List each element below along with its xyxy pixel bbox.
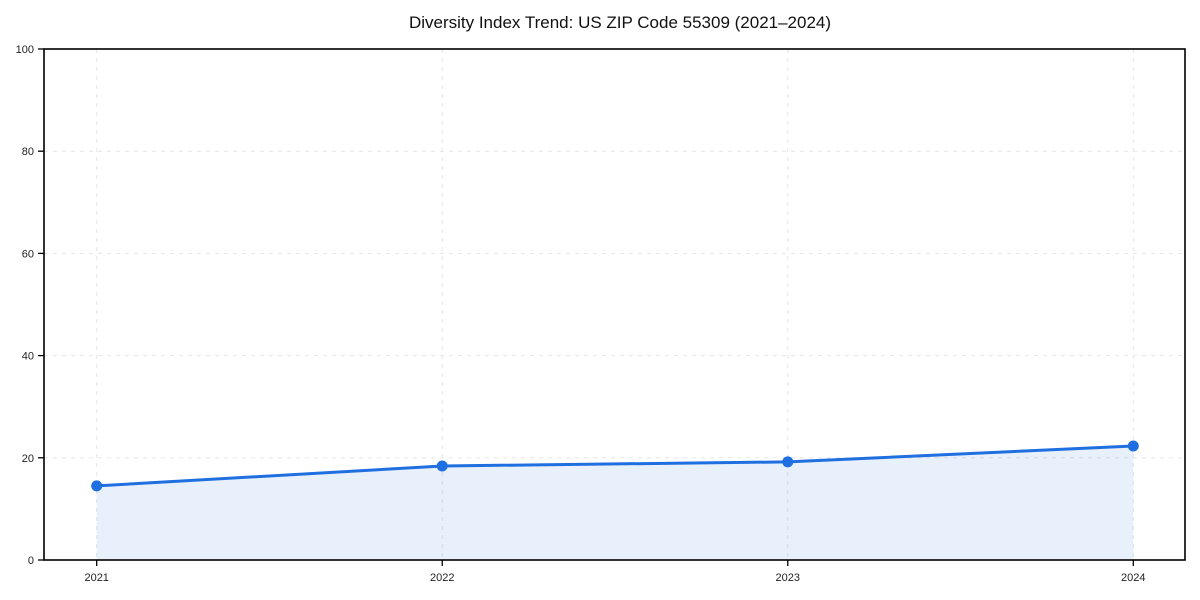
data-point-2021 bbox=[91, 480, 103, 492]
y-tick-label: 60 bbox=[22, 248, 34, 260]
area-fill bbox=[96, 446, 1134, 560]
x-tick-label: 2024 bbox=[1121, 572, 1145, 584]
y-tick-label: 40 bbox=[22, 351, 34, 363]
data-point-2023 bbox=[782, 456, 794, 468]
data-point-2022 bbox=[436, 460, 448, 472]
trend-line bbox=[95, 444, 1135, 488]
y-tick-label: 0 bbox=[28, 555, 34, 567]
data-point-2024 bbox=[1127, 440, 1139, 452]
plot-border bbox=[43, 48, 1186, 561]
y-tick-label: 80 bbox=[22, 146, 34, 158]
y-tick-label: 20 bbox=[22, 453, 34, 465]
x-tick-label: 2021 bbox=[84, 572, 108, 584]
y-tick-label: 100 bbox=[16, 44, 34, 56]
x-tick-label: 2023 bbox=[776, 572, 800, 584]
x-tick-label: 2022 bbox=[430, 572, 454, 584]
chart-title: Diversity Index Trend: US ZIP Code 55309… bbox=[408, 13, 832, 32]
